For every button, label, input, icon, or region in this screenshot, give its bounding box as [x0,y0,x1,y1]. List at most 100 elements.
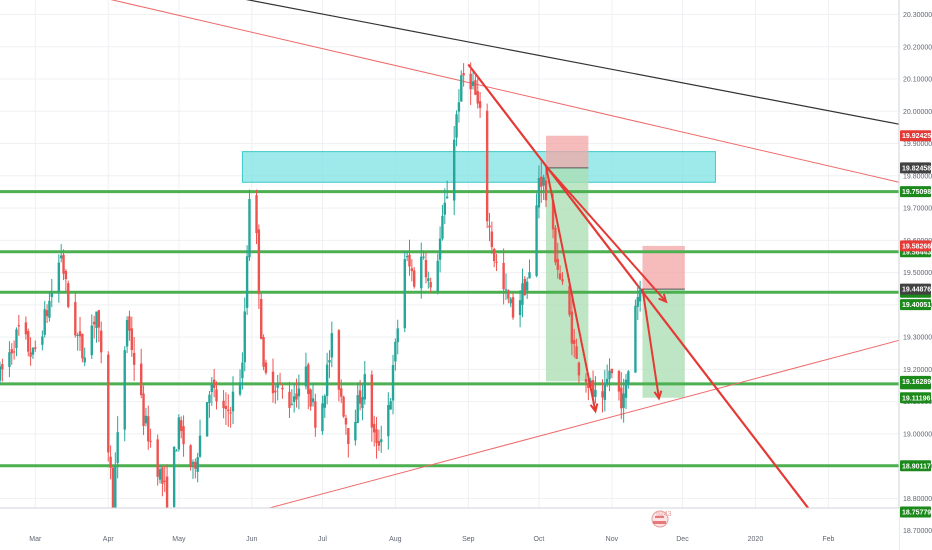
candle-body [568,285,571,315]
candle-body [410,268,414,272]
candle-body [132,352,136,365]
candle-body [292,396,296,402]
candle-body [601,391,604,398]
candle-body [15,329,18,348]
x-tick-label: Nov [606,536,619,543]
candle-body [462,73,465,76]
candle-body [78,331,82,337]
candle-body [74,302,77,336]
candle-body [511,297,515,318]
trend-line [110,0,900,183]
x-tick-label: Sep [462,536,475,543]
candle-body [634,305,637,373]
arrow-shaft [545,165,597,412]
candle-body [488,225,491,228]
candle-body [194,461,197,469]
price-badge-bg [900,299,931,311]
candle-body [24,322,28,335]
candle-body [229,412,232,414]
candle-body [493,248,496,262]
time-axis-panel [0,508,899,550]
candle-body [638,289,642,302]
x-tick-label: Oct [533,536,544,543]
candle-body [328,360,331,363]
candle-body [130,328,133,351]
candle-body [535,205,538,276]
candle-body [344,418,348,425]
y-tick-label: 20.00000 [903,109,932,116]
candle-body [575,346,578,359]
x-tick-label: Jun [246,536,257,543]
candle-body [521,283,524,305]
candle-body [523,278,527,296]
price-badge-label: 18.90117 [902,463,931,470]
candle-body [554,227,557,263]
candle-body [227,409,230,412]
candle-body [485,110,489,222]
candle-body [309,389,312,407]
candle-body [608,370,611,380]
y-tick-label: 20.20000 [903,44,932,51]
candle-body [264,362,268,373]
x-tick-label: May [172,536,186,543]
candle-body [340,388,343,397]
candle-body [241,362,244,379]
candle-body [172,446,176,507]
candle-body [116,432,119,464]
candle-body [624,379,628,398]
arrow-head [653,390,663,401]
target-zone [642,289,685,398]
candle-body [610,368,614,374]
y-tick-label: 19.70000 [903,206,932,213]
candle-body [92,321,96,325]
y-tick-label: 19.90000 [903,141,932,148]
forecast-arrows [545,165,668,414]
y-tick-label: 18.70000 [903,528,932,535]
price-badge-bg [900,130,931,142]
candle-body [45,310,49,317]
candle-body [570,311,574,344]
candle-body [62,254,65,274]
candle-body [191,461,195,464]
candle-body [57,262,61,292]
price-badge-label: 19.92425 [902,133,931,140]
candles [0,62,642,527]
candle-body [620,387,623,409]
candle-body [457,102,461,112]
candle-body [12,351,16,353]
candle-body [594,389,597,397]
candle-body [394,341,397,362]
price-badge-bg [900,186,931,198]
candle-body [422,256,425,258]
arrow-shaft [641,288,660,399]
candle-body [622,393,625,408]
candle-body [337,330,341,390]
price-badge-label: 19.56443 [902,249,931,256]
candle-body [453,139,456,201]
watermark: 5243 [651,510,672,528]
candle-body [17,325,21,327]
candle-body [205,402,209,437]
candle-body [1,364,4,370]
candle-body [389,401,392,410]
candle-body [542,177,545,186]
candle-body [605,378,609,385]
candle-body [455,114,458,138]
candle-body [474,80,477,95]
candle-body [140,363,143,396]
candle-body [255,195,258,234]
price-badge-bg [900,460,931,472]
candle-body [396,328,399,343]
candle-body [311,398,315,403]
price-badge-label: 19.40051 [902,302,931,309]
price-badge-bg [900,162,931,174]
candle-body [469,73,472,90]
candle-body [196,457,199,472]
x-tick-label: Aug [389,536,402,543]
candle-body [387,405,390,437]
candle-body [509,298,512,304]
candle-body [99,330,103,353]
candle-body [314,401,317,428]
candle-body [377,441,381,446]
